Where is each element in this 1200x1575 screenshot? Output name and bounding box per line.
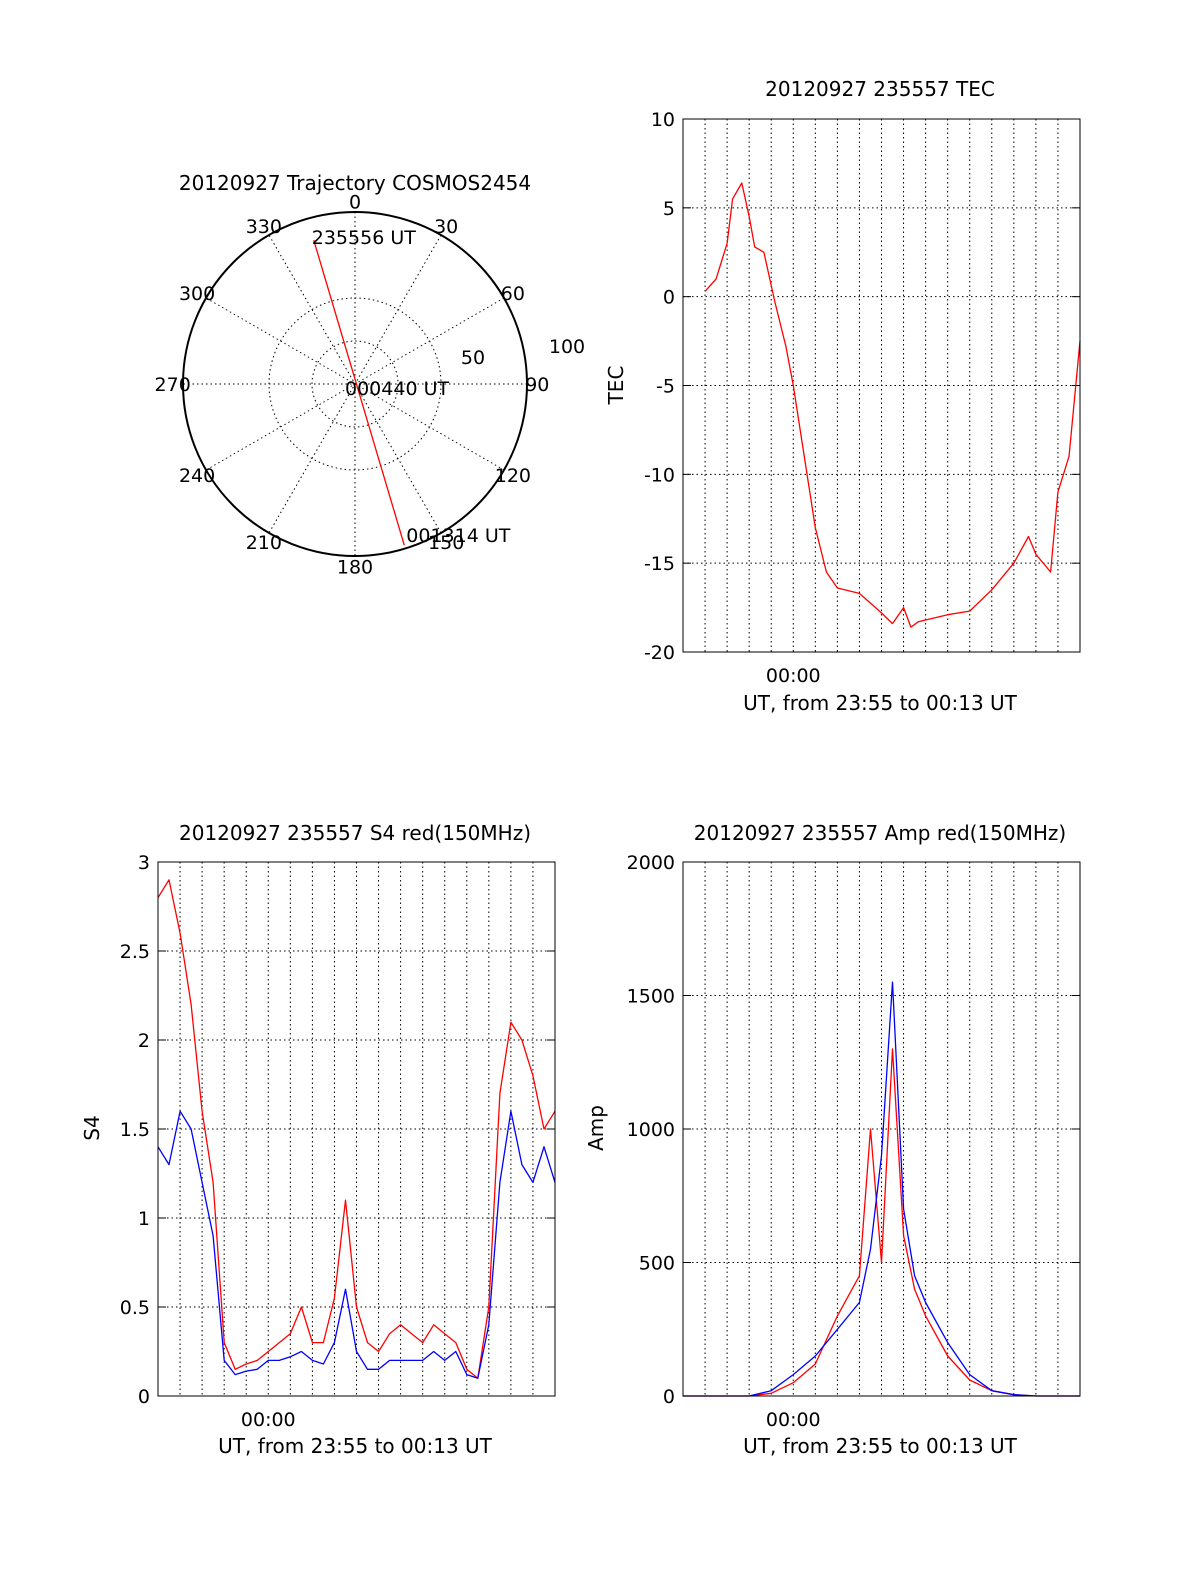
s4-ytick-label: 0 — [138, 1386, 150, 1408]
trajectory-end-label: 001314 UT — [406, 525, 510, 547]
tec-ytick-label: 10 — [651, 109, 675, 131]
amp-panel: 20120927 235557 Amp red(150MHz) Amp UT, … — [584, 821, 1081, 1458]
tec-ytick-label: 5 — [663, 198, 675, 220]
tec-title: 20120927 235557 TEC — [765, 77, 995, 101]
s4-title: 20120927 235557 S4 red(150MHz) — [179, 821, 531, 845]
polar-azimuth-label: 90 — [525, 374, 549, 396]
polar-outer-circle — [182, 211, 528, 557]
s4-ylabel: S4 — [80, 1115, 104, 1140]
s4-ytick-label: 2.5 — [120, 941, 150, 963]
s4-panel: 20120927 235557 S4 red(150MHz) S4 UT, fr… — [80, 821, 556, 1458]
tec-series-line-1 — [704, 182, 1081, 628]
trajectory-title: 20120927 Trajectory COSMOS2454 — [179, 171, 531, 195]
polar-azimuth-label: 150 — [428, 532, 464, 554]
tec-xlabel: UT, from 23:55 to 00:13 UT — [743, 691, 1018, 715]
polar-azimuth-label: 240 — [179, 465, 215, 487]
amp-ytick-label: 0 — [663, 1386, 675, 1408]
amp-ytick-label: 1000 — [627, 1119, 675, 1141]
tec-frame — [682, 118, 1081, 653]
polar-radius-label: 100 — [549, 336, 585, 358]
s4-series-line-2 — [157, 1110, 556, 1379]
tec-ytick-label: -5 — [656, 376, 675, 398]
s4-frame — [157, 861, 556, 1397]
polar-spoke — [268, 234, 442, 534]
tec-xtick-label: 00:00 — [766, 665, 821, 687]
s4-ytick-label: 3 — [138, 852, 150, 874]
tec-ylabel: TEC — [604, 366, 628, 406]
s4-series-line-1 — [157, 879, 556, 1379]
amp-title: 20120927 235557 Amp red(150MHz) — [694, 821, 1066, 845]
s4-ytick-label: 2 — [138, 1030, 150, 1052]
polar-ring — [311, 340, 399, 428]
polar-azimuth-label: 300 — [179, 283, 215, 305]
amp-ytick-label: 1500 — [627, 986, 675, 1008]
amp-frame — [682, 861, 1081, 1397]
tec-plot-area: 10 5 0 -5 -10 -15 -20 00:00 — [644, 109, 1081, 687]
tec-ytick-label: -15 — [644, 553, 675, 575]
trajectory-start-label: 235556 UT — [312, 227, 416, 249]
amp-ytick-label: 2000 — [627, 852, 675, 874]
polar-azimuth-label: 330 — [246, 216, 282, 238]
amp-ytick-label: 500 — [639, 1253, 675, 1275]
s4-ytick-label: 1.5 — [120, 1119, 150, 1141]
polar-radius-label: 50 — [461, 347, 485, 369]
polar-azimuth-label: 210 — [246, 532, 282, 554]
s4-xlabel: UT, from 23:55 to 00:13 UT — [218, 1434, 493, 1458]
tec-panel: 20120927 235557 TEC TEC UT, from 23:55 t… — [604, 77, 1081, 715]
polar-azimuth-label: 120 — [495, 465, 531, 487]
s4-ytick-label: 0.5 — [120, 1297, 150, 1319]
amp-plot-area: 2000 1500 1000 500 0 00:00 — [627, 852, 1081, 1431]
trajectory-panel: 20120927 Trajectory COSMOS2454 0 30 60 90 12… — [155, 171, 586, 578]
tec-ytick-label: -20 — [644, 642, 675, 664]
tec-ytick-label: 0 — [663, 287, 675, 309]
trajectory-polar-plot: 0 30 60 90 120 150 180 210 240 270 300 330 50 100 2355… — [155, 192, 586, 579]
amp-ylabel: Amp — [584, 1105, 608, 1151]
polar-azimuth-label: 0 — [349, 192, 361, 214]
polar-azimuth-label: 30 — [434, 216, 458, 238]
s4-plot-area: 3 2.5 2 1.5 1 0.5 0 00:00 — [120, 852, 556, 1431]
amp-xlabel: UT, from 23:55 to 00:13 UT — [743, 1434, 1018, 1458]
polar-azimuth-label: 270 — [155, 374, 191, 396]
tec-ytick-label: -10 — [644, 464, 675, 486]
polar-azimuth-label: 180 — [337, 556, 373, 578]
polar-azimuth-label: 60 — [501, 283, 525, 305]
s4-ytick-label: 1 — [138, 1208, 150, 1230]
s4-xtick-label: 00:00 — [241, 1409, 296, 1431]
amp-xtick-label: 00:00 — [766, 1409, 821, 1431]
trajectory-track-line — [313, 239, 405, 546]
trajectory-middle-label: 000440 UT — [345, 378, 449, 400]
amp-series-line-2 — [683, 981, 1080, 1397]
